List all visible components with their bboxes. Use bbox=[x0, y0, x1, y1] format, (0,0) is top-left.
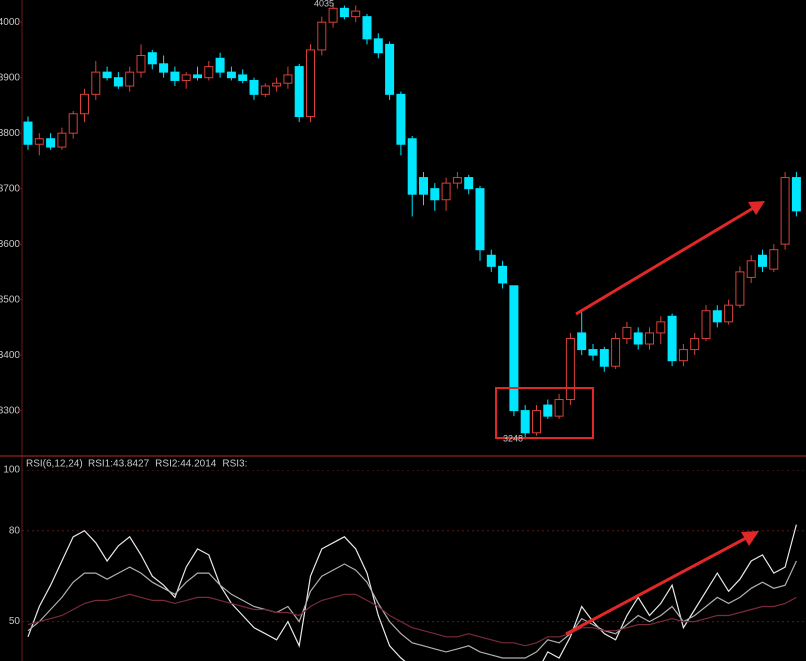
candle-body bbox=[396, 93, 406, 145]
y-tick-label: 3900 bbox=[0, 72, 20, 83]
candle-body bbox=[68, 113, 78, 134]
candle-body bbox=[294, 66, 304, 118]
candle-body bbox=[735, 271, 745, 306]
candle-body bbox=[328, 7, 338, 23]
candle-body bbox=[204, 66, 214, 79]
candle-body bbox=[441, 182, 451, 201]
candle-body bbox=[656, 321, 666, 334]
candle-body bbox=[758, 254, 767, 267]
candle-body bbox=[136, 54, 146, 73]
y-tick-label: 3800 bbox=[0, 128, 20, 139]
candle-body bbox=[667, 315, 677, 362]
candle-body bbox=[34, 138, 44, 145]
candle-body bbox=[678, 349, 688, 362]
candle-body bbox=[147, 52, 157, 65]
candle-body bbox=[543, 404, 553, 417]
candle-body bbox=[46, 138, 56, 148]
price-panel bbox=[23, 2, 801, 440]
candle-body bbox=[80, 93, 89, 115]
candle-body bbox=[701, 310, 711, 339]
candle-body bbox=[125, 71, 135, 87]
candle-body bbox=[57, 132, 67, 148]
candle-body bbox=[554, 399, 564, 417]
candle-body bbox=[724, 304, 734, 323]
rsi-title: RSI(6,12,24) bbox=[26, 459, 83, 470]
candle-body bbox=[407, 138, 417, 195]
candle-body bbox=[622, 326, 632, 339]
y-tick-label: 3600 bbox=[0, 239, 20, 250]
rsi-line bbox=[27, 524, 797, 661]
rsi-line bbox=[27, 560, 797, 659]
candle-body bbox=[509, 285, 519, 412]
candle-body bbox=[690, 337, 700, 351]
candle-body bbox=[351, 10, 361, 18]
low-label: 3248 bbox=[503, 433, 523, 443]
candle-body bbox=[633, 332, 643, 345]
candle-body bbox=[430, 188, 440, 201]
candle-body bbox=[226, 71, 236, 79]
y-tick-label: 3400 bbox=[0, 350, 20, 361]
candle-body bbox=[113, 77, 123, 87]
candle-body bbox=[385, 43, 395, 95]
legend-label: RSI2: bbox=[155, 459, 180, 470]
candle-body bbox=[780, 177, 790, 245]
candle-body bbox=[102, 71, 112, 79]
candle-body bbox=[791, 177, 801, 212]
y-tick-label: 100 bbox=[3, 465, 20, 476]
candle-body bbox=[532, 410, 541, 434]
candle-body bbox=[452, 177, 462, 184]
candle-body bbox=[373, 38, 383, 54]
y-tick-label: 4000 bbox=[0, 17, 20, 28]
candle-body bbox=[645, 332, 654, 345]
candle-body bbox=[260, 85, 270, 95]
candle-body bbox=[712, 310, 722, 323]
candle-body bbox=[272, 82, 282, 87]
candle-body bbox=[339, 7, 349, 18]
candle-body bbox=[362, 16, 372, 40]
candle-body bbox=[159, 63, 169, 73]
candle-body bbox=[23, 121, 33, 145]
y-tick-label: 3700 bbox=[0, 183, 20, 194]
y-tick-label: 80 bbox=[9, 525, 21, 536]
candle-body bbox=[238, 74, 248, 81]
candle-body bbox=[215, 57, 225, 73]
candle-body bbox=[283, 74, 293, 84]
y-tick-label: 3300 bbox=[0, 405, 20, 416]
axes: 3300 3400 3500 3600 3700 3800 3900 4000 50 80 100 R… bbox=[0, 17, 247, 627]
candle-body bbox=[769, 249, 779, 270]
candle-body bbox=[181, 74, 191, 81]
rsi-line bbox=[27, 593, 797, 647]
candle-body bbox=[464, 177, 474, 190]
candle-body bbox=[475, 188, 485, 251]
trend-arrow bbox=[575, 201, 765, 316]
rsi-trend-arrow bbox=[565, 531, 759, 636]
legend-value: 43.8427 bbox=[113, 459, 150, 470]
candle-body bbox=[249, 79, 259, 95]
candle-body bbox=[746, 260, 756, 278]
rsi-panel bbox=[22, 470, 806, 661]
candle-body bbox=[599, 349, 609, 367]
y-tick-label: 3500 bbox=[0, 294, 20, 305]
candle-body bbox=[565, 337, 575, 401]
candle-body bbox=[520, 410, 530, 434]
candle-body bbox=[170, 71, 180, 81]
candle-body bbox=[588, 349, 598, 356]
candle-body bbox=[498, 265, 508, 284]
legend-label: RSI1: bbox=[88, 459, 113, 470]
highlight-box bbox=[495, 387, 594, 439]
y-tick-label: 50 bbox=[9, 616, 21, 627]
candle-body bbox=[577, 332, 587, 351]
candle-body bbox=[611, 337, 621, 367]
candle-body bbox=[193, 74, 202, 79]
candle-body bbox=[91, 71, 101, 95]
candle-body bbox=[306, 49, 315, 118]
candle-body bbox=[419, 177, 428, 195]
legend-value: 44.2014 bbox=[180, 459, 217, 470]
high-label: 4035 bbox=[314, 0, 334, 8]
legend-label: RSI3: bbox=[222, 459, 247, 470]
candle-body bbox=[317, 21, 327, 51]
candle-body bbox=[486, 254, 496, 267]
